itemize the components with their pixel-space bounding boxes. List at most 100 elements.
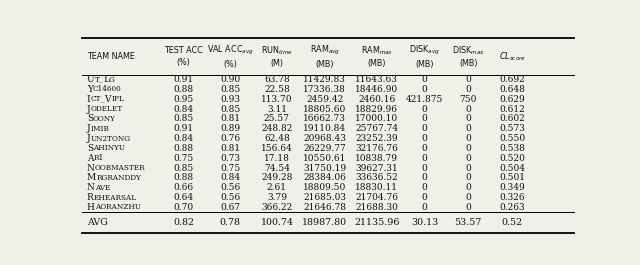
- Text: 0.602: 0.602: [499, 114, 525, 123]
- Text: 0: 0: [465, 203, 471, 212]
- Text: 0.550: 0.550: [499, 134, 525, 143]
- Text: 21646.78: 21646.78: [303, 203, 346, 212]
- Text: 0.91: 0.91: [173, 75, 194, 84]
- Text: 18805.60: 18805.60: [303, 105, 346, 114]
- Text: CT: CT: [91, 95, 101, 103]
- Text: UN2TONG: UN2TONG: [91, 135, 131, 143]
- Text: 16662.73: 16662.73: [303, 114, 346, 123]
- Text: R1: R1: [93, 154, 104, 162]
- Text: TEAM NAME: TEAM NAME: [87, 52, 135, 61]
- Text: RGRANDDY: RGRANDDY: [96, 174, 141, 182]
- Text: AHINYU: AHINYU: [93, 144, 125, 152]
- Text: V: V: [104, 95, 111, 104]
- Text: 18809.50: 18809.50: [303, 183, 346, 192]
- Text: 2460.16: 2460.16: [358, 95, 396, 104]
- Text: 0.81: 0.81: [220, 144, 241, 153]
- Text: 0.84: 0.84: [220, 174, 241, 182]
- Text: 0.95: 0.95: [173, 95, 194, 104]
- Text: 0.538: 0.538: [499, 144, 525, 153]
- Text: 0.349: 0.349: [499, 183, 525, 192]
- Text: 0.612: 0.612: [499, 105, 525, 114]
- Text: H: H: [87, 203, 95, 212]
- Text: 0: 0: [422, 174, 428, 182]
- Text: C14600: C14600: [93, 85, 122, 93]
- Text: 21135.96: 21135.96: [354, 218, 399, 227]
- Text: M: M: [87, 174, 96, 182]
- Text: 113.70: 113.70: [261, 95, 292, 104]
- Text: 25.57: 25.57: [264, 114, 290, 123]
- Text: 0.89: 0.89: [220, 124, 241, 133]
- Text: 0.75: 0.75: [220, 164, 241, 173]
- Text: 0.573: 0.573: [499, 124, 525, 133]
- Text: R: R: [87, 193, 93, 202]
- Text: 0.70: 0.70: [173, 203, 194, 212]
- Text: 0.56: 0.56: [220, 193, 241, 202]
- Text: 21685.03: 21685.03: [303, 193, 346, 202]
- Text: Y: Y: [87, 85, 93, 94]
- Text: 0.88: 0.88: [173, 174, 194, 182]
- Text: 18446.90: 18446.90: [355, 85, 399, 94]
- Text: 62.48: 62.48: [264, 134, 290, 143]
- Text: 0: 0: [465, 114, 471, 123]
- Text: 0: 0: [465, 144, 471, 153]
- Text: IMIB: IMIB: [91, 125, 109, 133]
- Text: 32176.76: 32176.76: [355, 144, 398, 153]
- Text: 0.64: 0.64: [173, 193, 194, 202]
- Text: 0.85: 0.85: [220, 105, 241, 114]
- Text: 26229.77: 26229.77: [303, 144, 346, 153]
- Text: 30.13: 30.13: [411, 218, 438, 227]
- Text: N: N: [87, 164, 95, 173]
- Text: 0: 0: [422, 144, 428, 153]
- Text: OONY: OONY: [93, 115, 116, 123]
- Text: 17.18: 17.18: [264, 154, 290, 163]
- Text: RAM$_{avg}$
(MB): RAM$_{avg}$ (MB): [310, 44, 340, 69]
- Text: 0.91: 0.91: [173, 124, 194, 133]
- Text: 0: 0: [422, 85, 428, 94]
- Text: 0.88: 0.88: [173, 85, 194, 94]
- Text: 156.64: 156.64: [261, 144, 292, 153]
- Text: 0: 0: [465, 124, 471, 133]
- Text: 0: 0: [422, 154, 428, 163]
- Text: 0: 0: [422, 203, 428, 212]
- Text: 0: 0: [465, 154, 471, 163]
- Text: S: S: [87, 114, 93, 123]
- Text: 17000.10: 17000.10: [355, 114, 399, 123]
- Text: 0: 0: [422, 134, 428, 143]
- Text: 0.520: 0.520: [499, 154, 525, 163]
- Text: 18829.96: 18829.96: [355, 105, 398, 114]
- Text: 0.75: 0.75: [173, 154, 194, 163]
- Text: J: J: [87, 105, 91, 114]
- Text: J: J: [87, 124, 91, 133]
- Text: A: A: [87, 154, 93, 163]
- Text: RUN$_{time}$
(M): RUN$_{time}$ (M): [261, 44, 293, 68]
- Text: 0: 0: [422, 75, 428, 84]
- Text: 421.875: 421.875: [406, 95, 444, 104]
- Text: 22.58: 22.58: [264, 85, 290, 94]
- Text: 20968.43: 20968.43: [303, 134, 346, 143]
- Text: 0.66: 0.66: [173, 183, 194, 192]
- Text: 21704.76: 21704.76: [355, 193, 398, 202]
- Text: 0.501: 0.501: [499, 174, 525, 182]
- Text: 10838.79: 10838.79: [355, 154, 398, 163]
- Text: 11429.83: 11429.83: [303, 75, 346, 84]
- Text: N: N: [87, 183, 95, 192]
- Text: 63.78: 63.78: [264, 75, 290, 84]
- Text: 0.52: 0.52: [502, 218, 523, 227]
- Text: 2.61: 2.61: [267, 183, 287, 192]
- Text: 0.326: 0.326: [499, 193, 525, 202]
- Text: L: L: [103, 75, 109, 84]
- Text: 17336.38: 17336.38: [303, 85, 346, 94]
- Text: 18987.80: 18987.80: [302, 218, 348, 227]
- Text: 21688.30: 21688.30: [355, 203, 398, 212]
- Text: IPL: IPL: [111, 95, 124, 103]
- Text: G: G: [109, 76, 115, 83]
- Text: 0: 0: [465, 164, 471, 173]
- Text: EHEARSAL: EHEARSAL: [93, 194, 137, 202]
- Text: 74.54: 74.54: [264, 164, 290, 173]
- Text: DISK$_{max}$
(MB): DISK$_{max}$ (MB): [452, 44, 485, 68]
- Text: 0: 0: [422, 124, 428, 133]
- Text: 0: 0: [422, 164, 428, 173]
- Text: 0.78: 0.78: [220, 218, 241, 227]
- Text: 100.74: 100.74: [260, 218, 293, 227]
- Text: _: _: [101, 95, 104, 103]
